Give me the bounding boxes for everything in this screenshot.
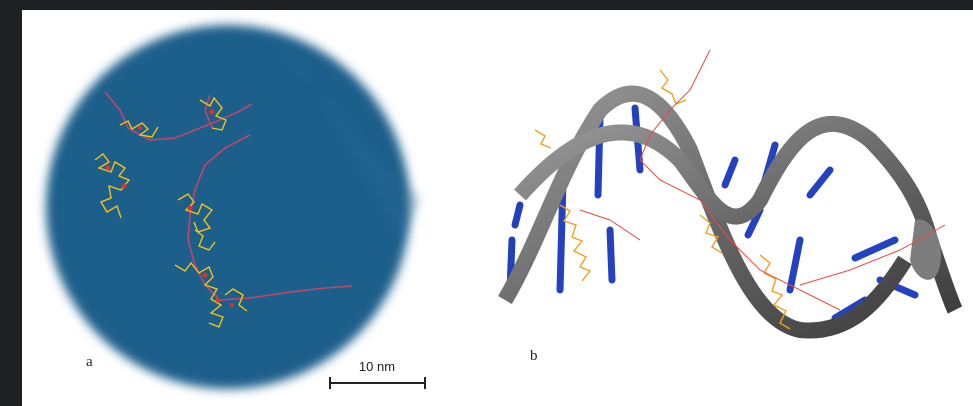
shading [270, 40, 420, 240]
ribbon-end [910, 219, 941, 280]
ionisation-events [105, 109, 234, 307]
primary-track [104, 91, 353, 301]
medium-disc [46, 25, 410, 389]
panel-a-image [46, 25, 420, 389]
scale-bar-label: 10 nm [359, 359, 395, 374]
backbone-strand [498, 85, 912, 339]
panel-label: b [530, 348, 538, 364]
primary-track [579, 49, 946, 311]
electron-tracks [534, 69, 791, 330]
panel-b-image [498, 49, 963, 339]
panel-label: a [86, 354, 93, 370]
secondary-tracks [94, 96, 248, 328]
